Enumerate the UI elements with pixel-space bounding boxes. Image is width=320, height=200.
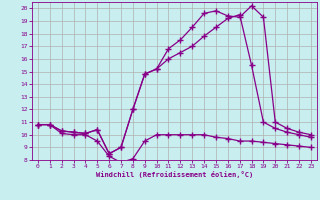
X-axis label: Windchill (Refroidissement éolien,°C): Windchill (Refroidissement éolien,°C)	[96, 171, 253, 178]
